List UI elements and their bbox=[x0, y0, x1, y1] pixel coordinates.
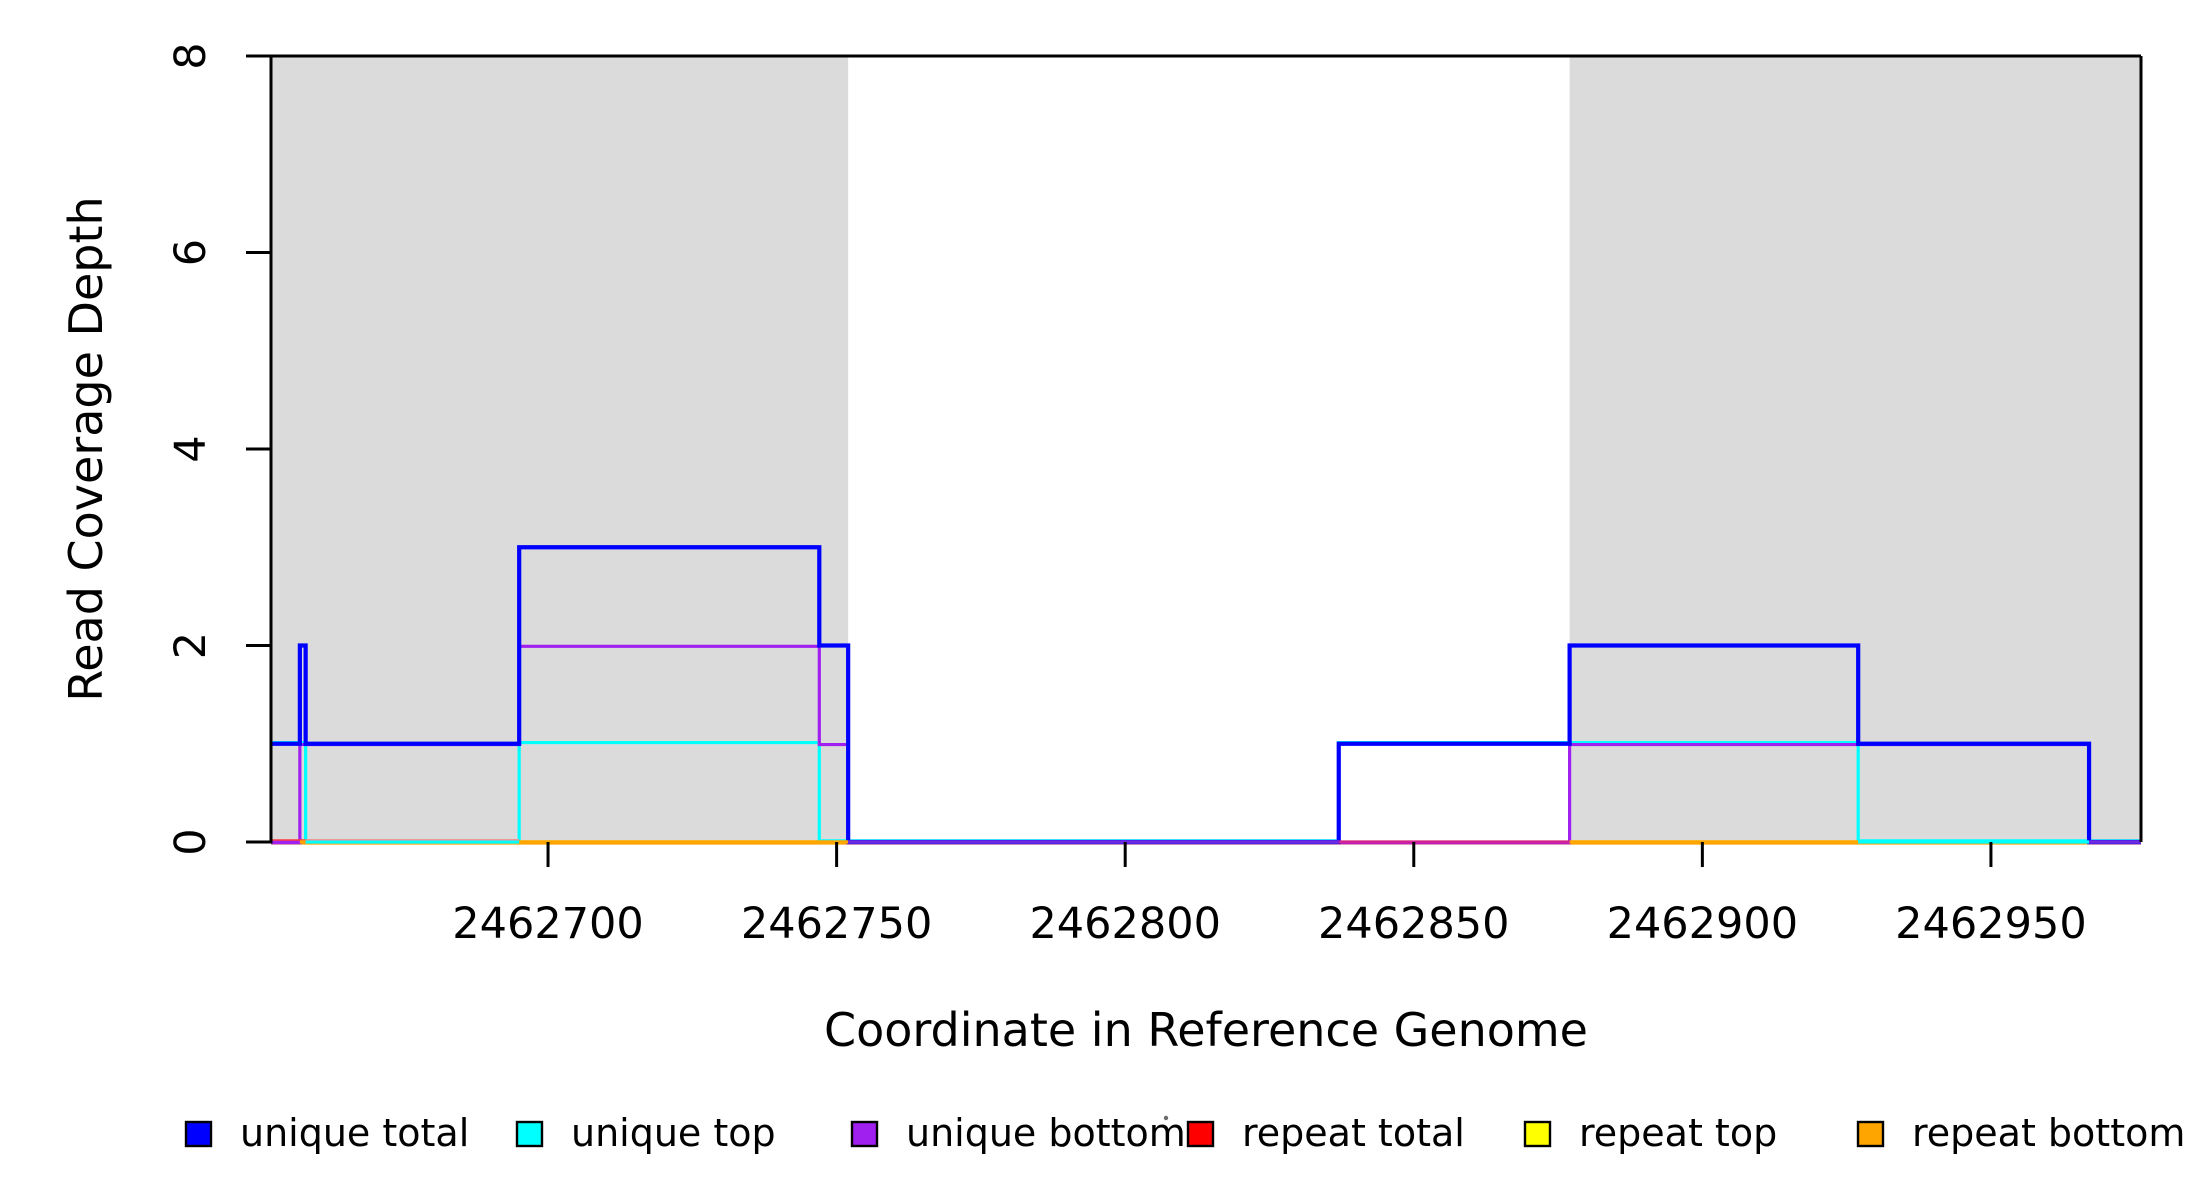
x-tick-label-5: 2462950 bbox=[1895, 899, 2087, 949]
shaded-region-1 bbox=[1569, 56, 2141, 842]
x-axis-title: Coordinate in Reference Genome bbox=[824, 1003, 1588, 1057]
series-unique-total bbox=[271, 545, 2141, 845]
shaded-region-0 bbox=[271, 56, 849, 842]
y-tick-label-0: 0 bbox=[166, 828, 216, 855]
stray-dot bbox=[1163, 1115, 1169, 1121]
x-tick-label-4: 2462900 bbox=[1607, 899, 1799, 949]
legend-label-repeat-bottom: repeat bottom bbox=[1912, 1111, 2185, 1155]
legend-swatch-repeat-total bbox=[1186, 1120, 1215, 1148]
x-tick-label-3: 2462850 bbox=[1318, 899, 1510, 949]
x-tick-label-1: 2462750 bbox=[741, 899, 933, 949]
legend-label-repeat-top: repeat top bbox=[1579, 1111, 1777, 1155]
legend-label-unique-total: unique total bbox=[240, 1111, 469, 1155]
legend-swatch-repeat-top bbox=[1523, 1120, 1552, 1148]
y-tick-label-2: 4 bbox=[166, 435, 216, 462]
legend-swatch-repeat-bottom bbox=[1856, 1120, 1885, 1148]
y-axis-title: Read Coverage Depth bbox=[59, 196, 113, 701]
legend-swatch-unique-top bbox=[515, 1120, 544, 1148]
chart-generated-content: 2462700 2462750 2462800 2462850 2462900 24629… bbox=[166, 42, 2185, 1155]
legend-label-repeat-total: repeat total bbox=[1242, 1111, 1465, 1155]
legend-label-unique-top: unique top bbox=[571, 1111, 776, 1155]
y-tick-label-3: 6 bbox=[166, 239, 216, 266]
x-tick-label-0: 2462700 bbox=[452, 899, 644, 949]
legend-swatch-unique-bottom bbox=[850, 1120, 879, 1148]
y-tick-label-1: 2 bbox=[166, 632, 216, 659]
y-tick-label-4: 8 bbox=[166, 42, 216, 69]
legend-swatch-unique-total bbox=[184, 1120, 213, 1148]
legend-label-unique-bottom: unique bottom bbox=[906, 1111, 1186, 1155]
series-unique-top bbox=[271, 740, 2141, 843]
x-tick-label-2: 2462800 bbox=[1029, 899, 1221, 949]
